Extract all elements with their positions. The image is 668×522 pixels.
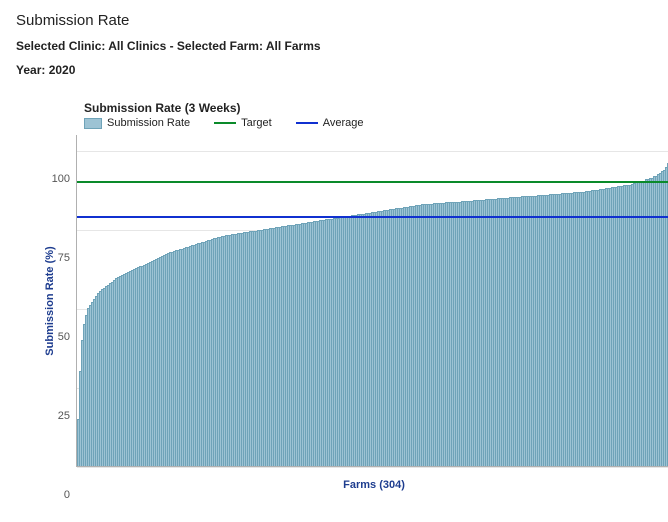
year-filter: Year: 2020 bbox=[16, 63, 652, 77]
legend-item-average: Average bbox=[296, 117, 364, 129]
chart-title: Submission Rate (3 Weeks) bbox=[84, 101, 241, 115]
average-line bbox=[77, 216, 668, 218]
legend-label-average: Average bbox=[323, 117, 364, 129]
y-tick-label: 75 bbox=[40, 252, 70, 264]
legend-swatch-average bbox=[296, 122, 318, 124]
gridline bbox=[77, 467, 668, 468]
clinic-farm-filter: Selected Clinic: All Clinics - Selected … bbox=[16, 39, 652, 53]
legend-label-series: Submission Rate bbox=[107, 117, 190, 129]
legend-swatch-target bbox=[214, 122, 236, 124]
legend-item-series: Submission Rate bbox=[84, 117, 190, 129]
y-tick-label: 25 bbox=[40, 410, 70, 422]
legend-swatch-bar bbox=[84, 118, 102, 129]
legend-item-target: Target bbox=[214, 117, 272, 129]
submission-rate-chart: Submission Rate (3 Weeks) Submission Rat… bbox=[36, 107, 652, 487]
legend-label-target: Target bbox=[241, 117, 272, 129]
bars-container bbox=[77, 135, 668, 466]
y-tick-label: 50 bbox=[40, 331, 70, 343]
plot-area: Submission Rate (%) Farms (304) 02550751… bbox=[76, 135, 668, 467]
y-tick-label: 100 bbox=[40, 173, 70, 185]
y-tick-label: 0 bbox=[40, 489, 70, 501]
page-title: Submission Rate bbox=[16, 12, 652, 29]
chart-legend: Submission Rate Target Average bbox=[84, 117, 364, 129]
x-axis-label: Farms (304) bbox=[343, 479, 405, 491]
target-line bbox=[77, 181, 668, 183]
